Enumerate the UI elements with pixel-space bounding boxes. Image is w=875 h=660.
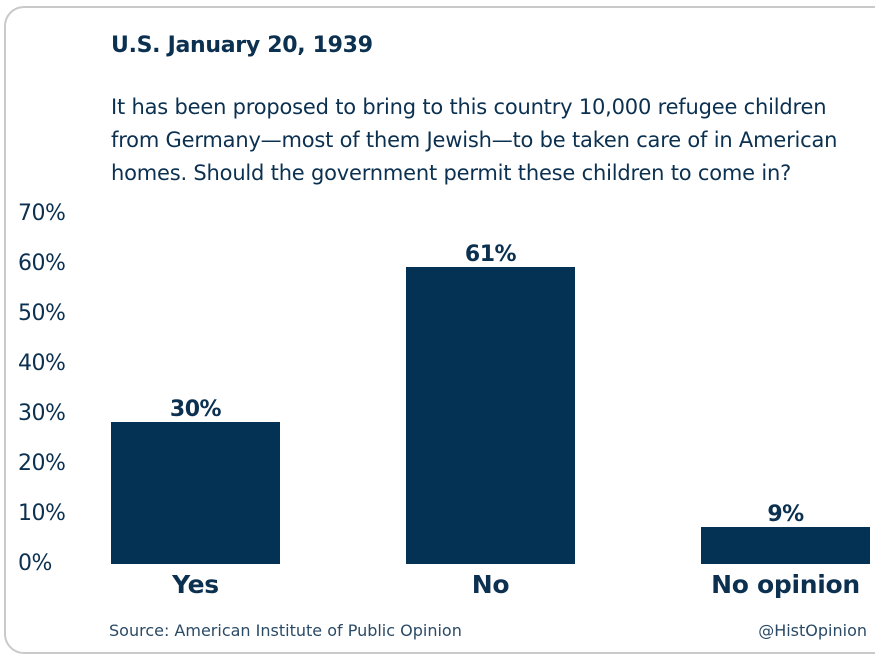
y-tick-label: 70%: [18, 201, 65, 226]
x-tick-label: No: [472, 570, 510, 599]
attribution-handle: @HistOpinion: [758, 621, 867, 640]
data-label: 30%: [170, 397, 222, 422]
x-tick-label: Yes: [171, 570, 219, 599]
y-tick-label: 60%: [18, 251, 65, 276]
data-label: 61%: [465, 242, 517, 267]
y-tick-label: 10%: [18, 501, 65, 526]
bar-no: [406, 267, 575, 564]
bar-yes: [111, 422, 280, 564]
data-label: 9%: [767, 502, 804, 527]
x-tick-label: No opinion: [711, 570, 860, 599]
chart-title: U.S. January 20, 1939: [111, 33, 373, 58]
y-tick-label: 20%: [18, 451, 65, 476]
y-tick-label: 40%: [18, 351, 65, 376]
y-tick-label: 30%: [18, 401, 65, 426]
source-note: Source: American Institute of Public Opi…: [109, 621, 462, 640]
y-tick-label: 50%: [18, 301, 65, 326]
y-tick-label: 0%: [18, 551, 52, 576]
bar-no-opinion: [701, 527, 870, 564]
survey-question: It has been proposed to bring to this co…: [111, 95, 838, 185]
